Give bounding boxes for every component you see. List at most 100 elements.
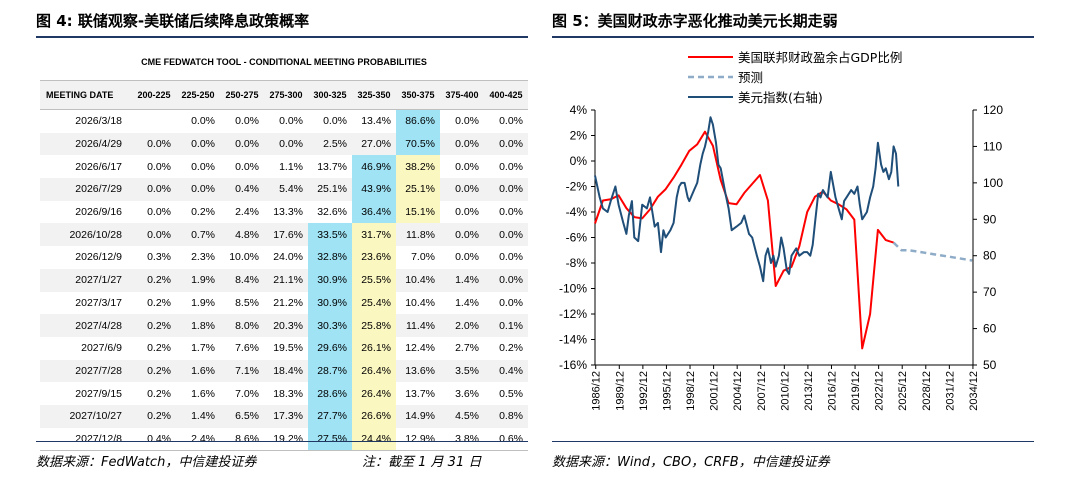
- probability-cell: 18.3%: [273, 387, 303, 400]
- probability-cell: 0.0%: [440, 132, 484, 156]
- figure-4-top-rule: [36, 36, 528, 38]
- x-tick-label: 1998/12: [685, 371, 697, 411]
- probability-cell: 11.8%: [396, 223, 440, 247]
- probability-cell: 11.4%: [396, 314, 440, 337]
- table-row: 2026/7/29 0.0% 0.0% 0.4% 5.4% 25.1% 43.9% 25.1%…: [40, 178, 528, 201]
- probability-cell: 21.2%: [273, 296, 303, 309]
- table-row: 2026/6/17 0.0% 0.0% 0.0% 1.1% 13.7% 46.9% 38.2%…: [40, 155, 528, 179]
- probability-cell: 0.0%: [455, 251, 479, 264]
- probability-cell: 0.0%: [455, 115, 479, 128]
- probability-cell: 24.4%: [352, 427, 396, 452]
- x-tick-label: 2025/12: [897, 371, 909, 411]
- probability-cell: 0.0%: [455, 206, 479, 219]
- probability-cell: 0.2%: [132, 268, 176, 292]
- meeting-date-cell: 2027/10/27: [40, 404, 132, 428]
- right-tick-label: 70: [983, 285, 997, 299]
- table-row: 2026/4/29 0.0% 0.0% 0.0% 0.0% 2.5% 27.0% 70.5% 0…: [40, 132, 528, 156]
- table-row: 2027/3/17 0.2% 1.9% 8.5% 21.2% 30.9% 25.4% 10.4…: [40, 291, 528, 315]
- table-row: 2027/7/28 0.2% 1.6% 7.1% 18.4% 28.7% 26.4% 13.6…: [40, 359, 528, 383]
- meeting-date-cell: 2026/6/17: [75, 160, 122, 173]
- x-tick-label: 1995/12: [661, 371, 673, 411]
- probability-cell: 26.4%: [352, 359, 396, 383]
- meeting-date-cell: 2027/4/28: [40, 314, 132, 337]
- probability-cell: 0.0%: [440, 178, 484, 201]
- meeting-date-cell: 2027/7/28: [40, 359, 132, 383]
- probability-cell: 0.0%: [235, 160, 259, 173]
- probability-cell: 0.0%: [147, 206, 171, 219]
- table-row: 2027/4/28 0.2% 1.8% 8.0% 20.3% 30.3% 25.8% 11.4…: [40, 314, 528, 337]
- probability-cell: 2.4%: [176, 427, 220, 452]
- figure-4-source: 数据来源：FedWatch，中信建投证券: [36, 455, 257, 470]
- probability-cell: 3.8%: [440, 427, 484, 452]
- probability-cell: 0.0%: [132, 223, 176, 247]
- probability-cell: 0.4%: [132, 427, 176, 452]
- probability-cell: 8.6%: [220, 427, 264, 452]
- left-tick-label: -14%: [559, 333, 587, 347]
- table-row: 2026/3/18 0.0% 0.0% 0.0% 0.0% 13.4% 86.6% 0.0% 0…: [40, 109, 528, 133]
- probability-cell: 13.3%: [273, 206, 303, 219]
- probability-cell: 10.4%: [405, 296, 435, 309]
- probability-cell: 32.8%: [308, 246, 352, 269]
- probability-cell: 26.1%: [352, 336, 396, 360]
- figure-5-source: 数据来源：Wind，CBO，CRFB，中信建投证券: [552, 455, 830, 470]
- probability-cell: 0.1%: [484, 314, 528, 337]
- probability-cell: 7.6%: [235, 342, 259, 355]
- column-header: 250-275: [220, 80, 264, 110]
- probability-cell: 13.4%: [361, 115, 391, 128]
- probability-cell: 25.4%: [352, 291, 396, 315]
- column-header: 300-325: [308, 80, 352, 110]
- column-header: 325-350: [352, 80, 396, 110]
- meeting-date-cell: 2027/1/27: [40, 268, 132, 292]
- right-tick-label: 110: [983, 139, 1002, 153]
- probability-cell: 8.0%: [220, 314, 264, 337]
- x-tick-label: 2034/12: [968, 371, 980, 411]
- probability-cell: 24.0%: [273, 251, 303, 264]
- meeting-date-cell: 2026/10/28: [40, 223, 132, 247]
- probability-cell: 0.2%: [132, 359, 176, 383]
- probability-cell: 25.1%: [396, 178, 440, 201]
- probability-cell: 2.4%: [235, 206, 259, 219]
- table-row: 2027/1/27 0.2% 1.9% 8.4% 21.1% 30.9% 25.5% 10.4…: [40, 268, 528, 292]
- probability-cell: 30.9%: [308, 291, 352, 315]
- probability-cell: 0.0%: [264, 132, 308, 156]
- probability-cell: 0.4%: [220, 178, 264, 201]
- probability-cell: 10.4%: [396, 268, 440, 292]
- column-header: MEETING DATE: [40, 80, 132, 110]
- meeting-date-cell: 2026/9/16: [75, 206, 122, 219]
- right-tick-label: 80: [983, 249, 997, 263]
- probability-cell: 0.2%: [132, 314, 176, 337]
- probability-cell: 1.4%: [176, 404, 220, 428]
- table-row: 2027/12/8 0.4% 2.4% 8.6% 19.2% 27.5% 24.4% 12.9…: [40, 427, 528, 452]
- probability-cell: 33.5%: [308, 223, 352, 247]
- probability-cell: 0.0%: [455, 160, 479, 173]
- column-header: 375-400: [440, 80, 484, 110]
- probability-cell: 0.0%: [191, 115, 215, 128]
- probability-cell: 0.2%: [132, 404, 176, 428]
- figure-5-top-rule: [552, 36, 1034, 38]
- probability-cell: 3.6%: [455, 387, 479, 400]
- forecast-line: [892, 241, 973, 262]
- table-title: CME FEDWATCH TOOL - CONDITIONAL MEETING …: [40, 44, 528, 81]
- table-row: 2026/12/9 0.3% 2.3% 10.0% 24.0% 32.8% 23.6% 7.0…: [40, 246, 528, 269]
- legend-label: 美国联邦财政盈余占GDP比例: [738, 50, 902, 65]
- probability-cell: 8.4%: [220, 268, 264, 292]
- probability-cell: 29.6%: [308, 336, 352, 360]
- probability-cell: 0.0%: [176, 178, 220, 201]
- probability-cell: 17.3%: [264, 404, 308, 428]
- legend-label: 预测: [738, 70, 763, 85]
- probability-cell: 0.0%: [484, 178, 528, 201]
- probability-cell: 0.2%: [499, 342, 523, 355]
- probability-cell: 86.6%: [396, 109, 440, 133]
- probability-cell: 1.9%: [191, 296, 215, 309]
- probability-cell: 0.0%: [323, 115, 347, 128]
- table-row: 2027/10/27 0.2% 1.4% 6.5% 17.3% 27.7% 26.6% 14.…: [40, 404, 528, 428]
- probability-cell: 0.2%: [147, 387, 171, 400]
- meeting-date-cell: 2027/6/9: [81, 342, 122, 355]
- figure-4-title: 图 4: 联储观察-美联储后续降息政策概率: [36, 12, 310, 30]
- probability-cell: 1.6%: [176, 359, 220, 383]
- probability-cell: 27.0%: [352, 132, 396, 156]
- probability-cell: 13.7%: [317, 160, 347, 173]
- probability-cell: 0.0%: [499, 160, 523, 173]
- probability-cell: 7.0%: [235, 387, 259, 400]
- probability-cell: 1.8%: [176, 314, 220, 337]
